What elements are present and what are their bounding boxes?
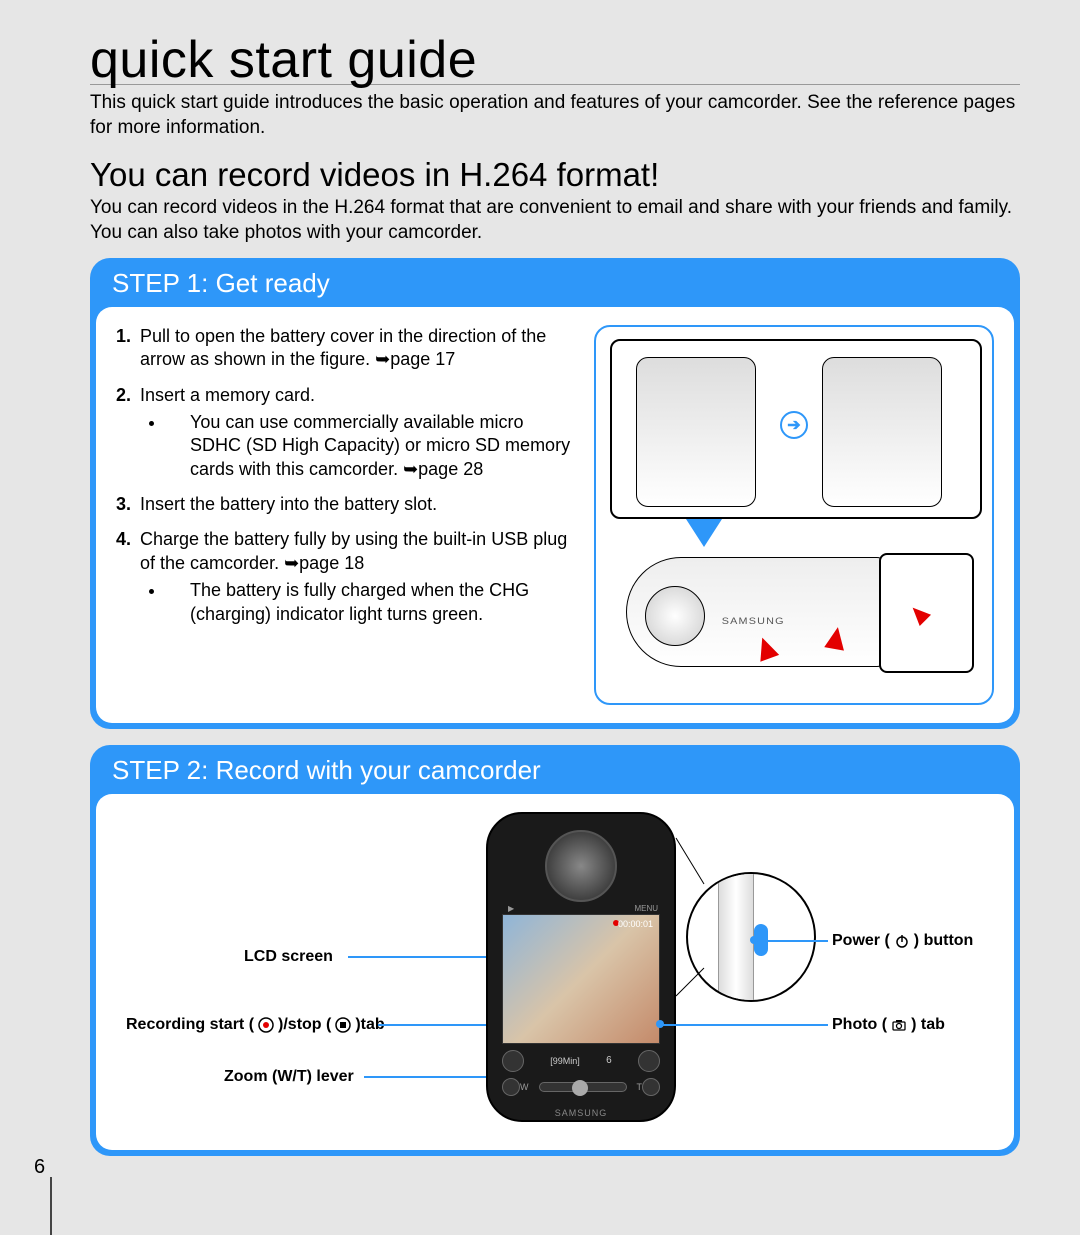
label-zoom-lever: Zoom (W/T) lever: [224, 1068, 354, 1086]
device-open-icon: [822, 357, 942, 507]
step2-header: STEP 2: Record with your camcorder: [96, 751, 1014, 794]
step1-figure: ➔ SAMSUNG: [594, 325, 994, 705]
label-power-pre: Power (: [832, 932, 890, 950]
step1-ref-1: ➥page 17: [375, 349, 455, 369]
connector-lines-icon: [670, 832, 710, 1002]
brand-label: SAMSUNG: [722, 616, 785, 626]
label-photo-tab: Photo ( ) tab: [832, 1016, 945, 1034]
zoom-w-label: W: [520, 1082, 529, 1092]
lead-line: [756, 940, 828, 942]
menu-label: MENU: [634, 904, 658, 913]
aux-button-icon: [502, 1078, 520, 1096]
step2-card: STEP 2: Record with your camcorder LCD s…: [90, 745, 1020, 1156]
figure-inset: [879, 553, 974, 673]
pin-icon: [750, 936, 758, 944]
label-lcd-text: LCD screen: [244, 948, 333, 966]
brand-label: SAMSUNG: [555, 1108, 608, 1118]
insert-arrow-icon: [824, 625, 848, 650]
camera-icon: [891, 1017, 907, 1033]
record-icon: [258, 1017, 274, 1033]
record-button-icon: [502, 1050, 524, 1072]
step1-item-3: 3. Insert the battery into the battery s…: [116, 493, 576, 516]
rec-time: 00:00:01: [618, 919, 653, 929]
label-recording-tab: Recording start ( )/stop ( )tab: [126, 1016, 385, 1034]
power-icon: [894, 933, 910, 949]
step1-instructions: 1. Pull to open the battery cover in the…: [116, 325, 576, 705]
step1-num-2: 2.: [116, 384, 131, 407]
page-number: 6: [34, 1156, 45, 1179]
lead-line: [348, 956, 504, 958]
step1-num-4: 4.: [116, 528, 131, 551]
step1-num-3: 3.: [116, 493, 131, 516]
subintro-text: You can record videos in the H.264 forma…: [90, 196, 1020, 245]
stop-icon: [335, 1017, 351, 1033]
label-rec-pre: Recording start (: [126, 1016, 254, 1034]
camcorder-front-icon: ▶ MENU 00:00:01 [99Min] 6: [486, 812, 676, 1122]
step1-item-2: 2. Insert a memory card. You can use com…: [116, 384, 576, 482]
lcd-screen: 00:00:01: [502, 914, 660, 1044]
next-arrow-icon: ➔: [780, 411, 808, 439]
step1-header: STEP 1: Get ready: [96, 264, 1014, 307]
lead-line: [662, 1024, 828, 1026]
step1-num-1: 1.: [116, 325, 131, 348]
photo-button-icon: [638, 1050, 660, 1072]
control-bar: [99Min] 6 W T: [502, 1050, 660, 1106]
step1-ref-4: ➥page 18: [284, 553, 364, 573]
step1-card: STEP 1: Get ready 1. Pull to open the ba…: [90, 258, 1020, 729]
step1-text-1: Pull to open the battery cover in the di…: [140, 326, 546, 369]
step1-text-3: Insert the battery into the battery slot…: [140, 494, 437, 514]
intro-text: This quick start guide introduces the ba…: [90, 91, 1020, 140]
camera-lens-icon: [545, 830, 617, 902]
remaining-time: [99Min]: [550, 1056, 580, 1066]
play-indicator-icon: ▶: [508, 904, 514, 913]
step1-item-4: 4. Charge the battery fully by using the…: [116, 528, 576, 626]
device-edge-icon: [718, 874, 754, 1002]
step1-bullet-2a: You can use commercially available micro…: [166, 411, 576, 481]
device-closed-icon: [636, 357, 756, 507]
label-power-button: Power ( ) button: [832, 932, 973, 950]
page-marker-bar: [50, 1177, 52, 1235]
label-power-post: ) button: [914, 932, 974, 950]
step1-text-2: Insert a memory card.: [140, 385, 315, 405]
aux-button-icon: [642, 1078, 660, 1096]
count-label: 6: [606, 1055, 612, 1066]
label-photo-post: ) tab: [911, 1016, 945, 1034]
figure-callout-box: ➔: [610, 339, 982, 519]
lens-icon: [645, 586, 705, 646]
pin-icon: [656, 1020, 664, 1028]
label-photo-pre: Photo (: [832, 1016, 887, 1034]
label-zoom-text: Zoom (W/T) lever: [224, 1068, 354, 1086]
subtitle: You can record videos in H.264 format!: [90, 156, 1020, 194]
page-title: quick start guide: [90, 30, 1020, 90]
step1-bullet-4a: The battery is fully charged when the CH…: [166, 579, 576, 626]
step1-item-1: 1. Pull to open the battery cover in the…: [116, 325, 576, 372]
zoom-slider-icon: [539, 1082, 627, 1092]
label-rec-mid: )/stop (: [278, 1016, 331, 1034]
label-lcd-screen: LCD screen: [244, 948, 333, 966]
figure-camcorder: SAMSUNG: [616, 537, 976, 687]
step2-figure: LCD screen Recording start ( )/stop ( )t…: [116, 812, 994, 1132]
